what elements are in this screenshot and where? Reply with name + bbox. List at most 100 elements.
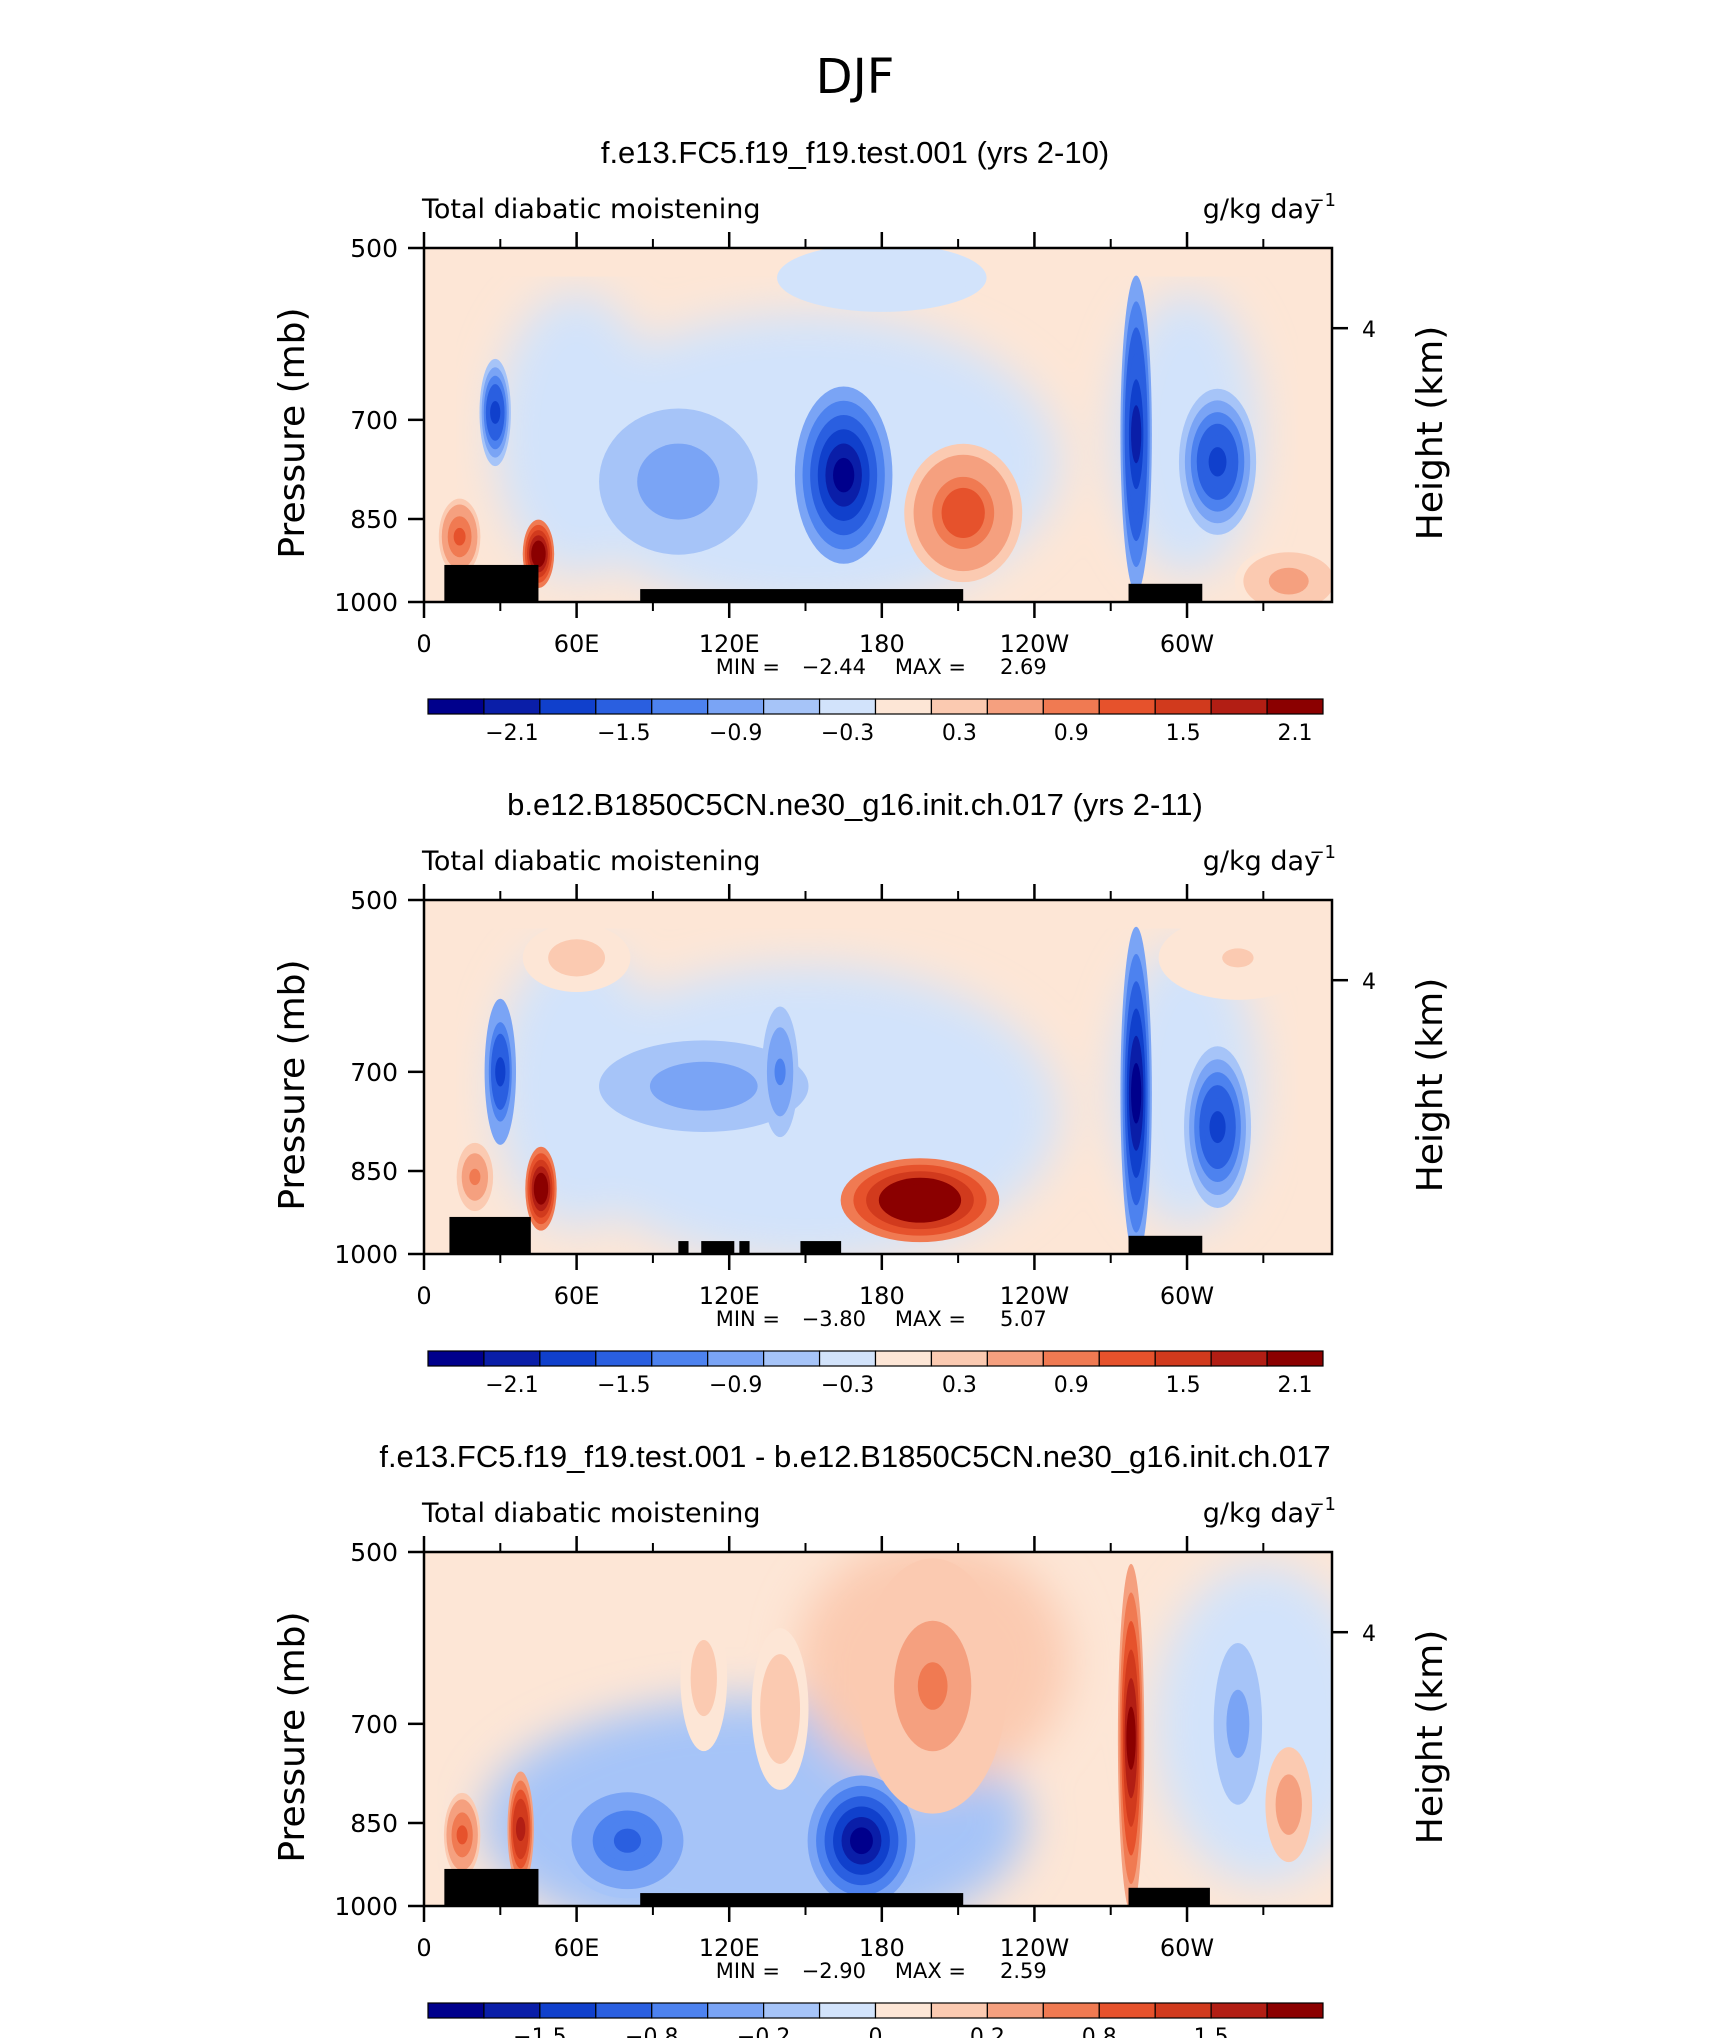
contour-band: [533, 545, 544, 563]
contour-band: [469, 1168, 481, 1186]
colorbar-label: 1.5: [1166, 721, 1201, 746]
contour-band: [697, 1663, 711, 1693]
contour-band: [833, 457, 855, 493]
colorbar-swatch: [1042, 698, 1100, 715]
topography-block: [800, 1241, 842, 1254]
colorbar-swatch: [427, 2002, 485, 2019]
y-axis-label-right: Height (km): [1410, 978, 1451, 1192]
colorbar-swatch: [651, 2002, 709, 2019]
colorbar-swatch: [1266, 698, 1324, 715]
topography-block: [1128, 1235, 1203, 1254]
topography-block: [739, 1241, 750, 1254]
y-tick-label: 1000: [334, 1892, 398, 1921]
contour-band: [1230, 1705, 1246, 1743]
units-label: g/kg day: [1203, 194, 1320, 225]
x-tick-label: 120E: [699, 1934, 760, 1962]
colorbar-label: −1.5: [597, 1373, 650, 1398]
units-label: g/kg day: [1203, 1498, 1320, 1529]
y-tick-label: 700: [350, 1058, 398, 1087]
contour-band: [683, 1076, 724, 1097]
topography-block: [449, 1216, 531, 1254]
contour-band: [772, 1693, 788, 1726]
x-tick-label: 60E: [554, 1282, 600, 1310]
colorbar: −1.5 −0.8 −0.2 0 0.2 0.8 1.5: [427, 2002, 1324, 2038]
max-value: 2.69: [1000, 655, 1047, 679]
colorbar-label: 2.1: [1278, 721, 1313, 746]
topography-block: [640, 1893, 964, 1906]
colorbar-swatch: [427, 1350, 485, 1367]
x-tick-label: 60W: [1160, 630, 1214, 658]
y-axis-label-right: Height (km): [1410, 326, 1451, 540]
min-label: MIN =: [716, 655, 780, 679]
colorbar-swatch: [707, 2002, 765, 2019]
colorbar-swatch: [1042, 1350, 1100, 1367]
x-tick-label: 180: [859, 1934, 905, 1962]
right-tick-label: 4: [1362, 318, 1376, 343]
min-value: −2.44: [802, 655, 866, 679]
contour-band: [1208, 447, 1227, 477]
y-tick-label: 700: [350, 1710, 398, 1739]
contour-band: [662, 466, 695, 497]
colorbar-swatch: [1098, 1350, 1156, 1367]
max-label: MAX =: [895, 655, 966, 679]
y-axis-label-right: Height (km): [1410, 1630, 1451, 1844]
colorbar-label: −0.2: [737, 2025, 790, 2038]
colorbar-label: 0.3: [942, 1373, 977, 1398]
contour-band: [495, 1057, 506, 1087]
y-tick-label: 850: [350, 505, 398, 534]
y-tick-label: 700: [350, 406, 398, 435]
x-tick-label: 120W: [1000, 1282, 1070, 1310]
topography: [444, 564, 1203, 602]
contour-band: [490, 401, 501, 424]
x-tick-label: 0: [416, 630, 431, 658]
units-label: g/kg day: [1203, 846, 1320, 877]
y-tick-label: 500: [350, 234, 398, 263]
colorbar-swatch: [1210, 2002, 1268, 2019]
units-exponent: −1: [1309, 1494, 1336, 1515]
contour-band: [613, 1828, 642, 1853]
figure-title: DJF: [816, 49, 895, 105]
x-tick-label: 120W: [1000, 630, 1070, 658]
x-tick-label: 60W: [1160, 1934, 1214, 1962]
y-tick-label: 1000: [334, 1240, 398, 1269]
x-tick-label: 120E: [699, 630, 760, 658]
right-tick-label: 4: [1362, 970, 1376, 995]
colorbar-swatch: [763, 1350, 821, 1367]
colorbar-swatch: [1098, 2002, 1156, 2019]
y-tick-label: 850: [350, 1157, 398, 1186]
colorbar-swatch: [651, 1350, 709, 1367]
plot-frame: [422, 898, 1334, 1256]
contour-band: [453, 527, 466, 546]
max-label: MAX =: [895, 1307, 966, 1331]
colorbar-swatch: [1154, 698, 1212, 715]
min-label: MIN =: [716, 1959, 780, 1983]
contour-band: [774, 1058, 786, 1086]
colorbar-swatch: [818, 698, 877, 715]
min-value: −3.80: [802, 1307, 866, 1331]
panel-title: b.e12.B1850C5CN.ne30_g16.init.ch.017 (yr…: [507, 787, 1203, 822]
colorbar-swatch: [818, 2002, 877, 2019]
colorbar-swatch: [874, 698, 933, 715]
colorbar-swatch: [1154, 1350, 1212, 1367]
right-tick-label: 4: [1362, 1622, 1376, 1647]
colorbar-label: 0.8: [1082, 2025, 1117, 2038]
panel-3: f.e13.FC5.f19_f19.test.001 - b.e12.B1850…: [272, 1439, 1451, 2038]
y-axis-label: Pressure (mb): [272, 1611, 313, 1862]
x-tick-label: 180: [859, 630, 905, 658]
contour-field: [424, 900, 1332, 1254]
colorbar-swatch: [763, 2002, 821, 2019]
contour-band: [861, 269, 902, 286]
topography-block: [640, 589, 964, 602]
y-tick-label: 850: [350, 1809, 398, 1838]
colorbar-swatch: [930, 698, 988, 715]
colorbar-label: −2.1: [485, 1373, 538, 1398]
topography: [449, 1216, 1203, 1254]
colorbar-swatch: [483, 698, 541, 715]
contour-features: [443, 1558, 1313, 1906]
colorbar-label: −2.1: [485, 721, 538, 746]
max-value: 2.59: [1000, 1959, 1047, 1983]
contour-field: [424, 248, 1332, 602]
colorbar-swatch: [1210, 1350, 1268, 1367]
colorbar-swatch: [595, 698, 653, 715]
colorbar-swatch: [539, 698, 597, 715]
